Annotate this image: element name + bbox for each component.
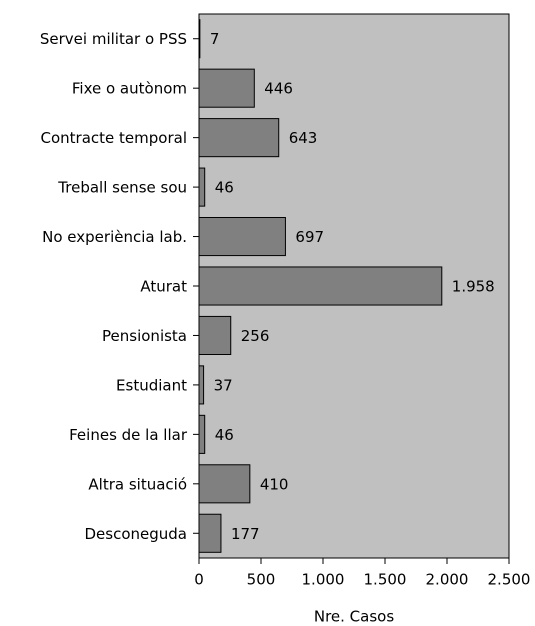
value-label: 1.958: [452, 278, 495, 296]
y-tick-label: Aturat: [140, 278, 187, 296]
bar: [198, 513, 222, 553]
x-axis-title: Nre. Casos: [314, 608, 394, 626]
value-label: 410: [260, 475, 289, 493]
value-label: 256: [241, 327, 270, 345]
value-label: 46: [215, 426, 234, 444]
bar: [198, 217, 286, 257]
value-label: 643: [289, 129, 318, 147]
value-label: 37: [214, 376, 233, 394]
value-label: 46: [215, 179, 234, 197]
x-tick-label: 0: [194, 571, 204, 589]
y-tick-label: Fixe o autònom: [72, 80, 187, 98]
bar: [198, 167, 206, 207]
y-tick-label: Pensionista: [102, 327, 187, 345]
bar: [198, 365, 205, 405]
value-label: 7: [210, 30, 220, 48]
x-tick-label: 1.500: [364, 571, 407, 589]
y-tick-label: No experiència lab.: [42, 228, 187, 246]
bar: [198, 414, 206, 454]
x-tick-label: 2.500: [488, 571, 531, 589]
y-tick-label: Treball sense sou: [57, 179, 187, 197]
y-tick-label: Feines de la llar: [69, 426, 188, 444]
y-tick-label: Desconeguda: [85, 525, 188, 543]
value-label: 697: [295, 228, 324, 246]
x-tick-label: 2.000: [426, 571, 469, 589]
bar: [198, 266, 443, 306]
bar: [198, 68, 255, 108]
bar: [198, 118, 280, 158]
bar: [198, 315, 232, 355]
y-tick-label: Servei militar o PSS: [40, 30, 187, 48]
value-label: 177: [231, 525, 260, 543]
x-tick-label: 1.000: [302, 571, 345, 589]
y-tick-label: Contracte temporal: [41, 129, 187, 147]
bar: [198, 464, 251, 504]
y-tick-label: Estudiant: [116, 376, 187, 394]
x-tick-label: 500: [247, 571, 276, 589]
y-tick-label: Altra situació: [88, 475, 187, 493]
value-label: 446: [264, 80, 293, 98]
bar: [198, 19, 201, 59]
